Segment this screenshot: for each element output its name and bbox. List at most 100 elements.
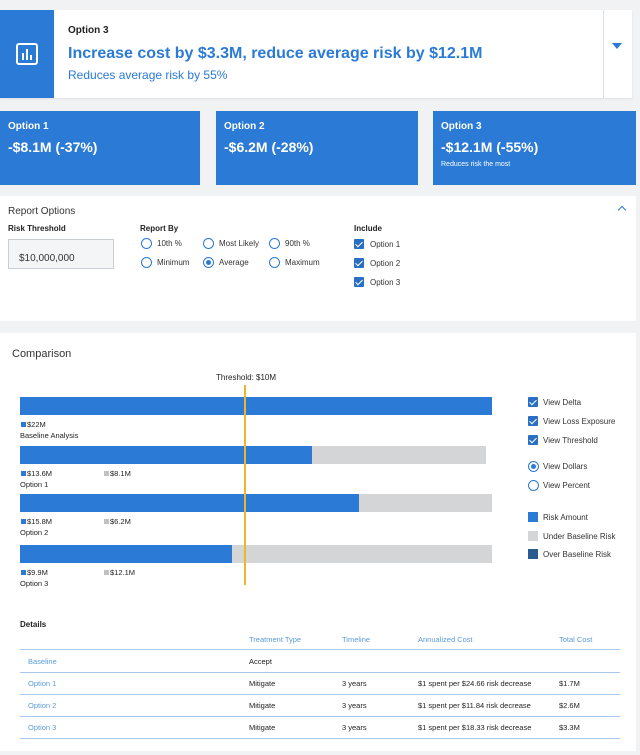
detail-cell: $1 spent per $24.66 risk decrease [418, 679, 532, 688]
option-card-label: Option 1 [8, 121, 49, 132]
checkbox-label: View Delta [543, 398, 582, 407]
legend-swatch-under [528, 531, 538, 541]
bar-name-label: Option 1 [20, 480, 49, 489]
chevron-up-icon[interactable] [617, 205, 627, 215]
detail-cell: Accept [249, 657, 272, 666]
header-description: Reduces average risk by 55% [68, 68, 228, 82]
under-swatch [104, 519, 109, 524]
legend-swatch-risk [528, 512, 538, 522]
radio-label: 10th % [157, 239, 182, 248]
detail-row-name[interactable]: Option 1 [28, 679, 57, 688]
bar-name-label: Baseline Analysis [20, 431, 79, 440]
checkbox-label: Option 2 [370, 259, 401, 268]
header-subtitle: Option 3 [68, 25, 109, 36]
detail-cell: 3 years [342, 723, 367, 732]
radio-label: View Percent [543, 481, 590, 490]
legend-label: Risk Amount [543, 513, 588, 522]
header-divider [603, 10, 604, 98]
col-header: Total Cost [559, 635, 593, 644]
detail-cell: $2.6M [559, 701, 580, 710]
comparison-panel: Comparison Threshold: $10M $22M Baseline … [0, 333, 636, 751]
risk-threshold-input[interactable] [8, 239, 114, 269]
checkbox-label: Option 3 [370, 278, 401, 287]
risk-value-label: $9.9M [27, 568, 48, 577]
radio-10th-percent[interactable] [141, 238, 152, 249]
risk-bar[interactable] [20, 545, 233, 563]
include-option-1-checkbox[interactable] [354, 239, 364, 249]
col-header: Treatment Type [249, 635, 302, 644]
under-value-label: $12.1M [110, 568, 136, 577]
view-percent-radio[interactable] [528, 480, 539, 491]
radio-label: 90th % [285, 239, 310, 248]
radio-label: View Dollars [543, 462, 588, 471]
risk-value-label: $13.6M [27, 469, 53, 478]
detail-row-name[interactable]: Option 2 [28, 701, 57, 710]
detail-cell: Mitigate [249, 723, 276, 732]
report-options-title: Report Options [8, 206, 76, 217]
threshold-line [244, 385, 246, 585]
radio-label: Minimum [157, 258, 190, 267]
option-card-2[interactable]: Option 2 -$6.2M (-28%) [216, 111, 418, 185]
caret-down-icon[interactable] [612, 43, 622, 49]
radio-maximum[interactable] [269, 257, 280, 268]
under-value-label: $6.2M [110, 517, 131, 526]
option-card-value: -$8.1M (-37%) [8, 139, 98, 155]
col-header: Annualized Cost [418, 635, 473, 644]
option-card-1[interactable]: Option 1 -$8.1M (-37%) [0, 111, 200, 185]
include-label: Include [354, 224, 383, 233]
risk-threshold-label: Risk Threshold [8, 224, 66, 233]
details-title: Details [20, 620, 47, 629]
under-value-label: $8.1M [110, 469, 131, 478]
option-card-label: Option 2 [224, 121, 265, 132]
radio-most-likely[interactable] [203, 238, 214, 249]
risk-bar[interactable] [20, 446, 312, 464]
detail-cell: 3 years [342, 701, 367, 710]
detail-cell: $1 spent per $11.84 risk decrease [418, 701, 531, 710]
include-option-3-checkbox[interactable] [354, 277, 364, 287]
risk-swatch [21, 471, 26, 476]
view-delta-checkbox[interactable] [528, 397, 538, 407]
bar-name-label: Option 2 [20, 528, 49, 537]
legend-label: Under Baseline Risk [543, 532, 616, 541]
selected-option-header[interactable]: Option 3 Increase cost by $3.3M, reduce … [0, 10, 632, 98]
risk-swatch [21, 519, 26, 524]
legend-label: Over Baseline Risk [543, 550, 612, 559]
include-option-2-checkbox[interactable] [354, 258, 364, 268]
comparison-title: Comparison [12, 348, 72, 360]
view-loss-exposure-checkbox[interactable] [528, 416, 538, 426]
row-divider [20, 716, 620, 717]
header-title: Increase cost by $3.3M, reduce average r… [68, 45, 483, 62]
option-card-note: Reduces risk the most [441, 161, 511, 168]
radio-90th-percent[interactable] [269, 238, 280, 249]
risk-swatch [21, 570, 26, 575]
option-card-label: Option 3 [441, 121, 482, 132]
risk-swatch [21, 422, 26, 427]
checkbox-label: View Threshold [543, 436, 598, 445]
row-divider [20, 672, 620, 673]
radio-label: Most Likely [219, 239, 260, 248]
report-by-label: Report By [140, 224, 179, 233]
risk-bar[interactable] [20, 397, 492, 415]
report-options-panel: Report Options Risk Threshold Report By … [0, 196, 636, 321]
legend-swatch-over [528, 549, 538, 559]
view-dollars-radio[interactable] [528, 461, 539, 472]
radio-label: Average [219, 258, 249, 267]
threshold-label: Threshold: $10M [216, 373, 277, 382]
row-divider [20, 694, 620, 695]
row-divider [20, 738, 620, 739]
radio-average[interactable] [203, 257, 214, 268]
risk-bar[interactable] [20, 494, 359, 512]
radio-minimum[interactable] [141, 257, 152, 268]
detail-row-name[interactable]: Option 3 [28, 723, 57, 732]
risk-value-label: $22M [27, 420, 46, 429]
detail-row-name[interactable]: Baseline [28, 657, 57, 666]
detail-cell: $1.7M [559, 679, 580, 688]
detail-cell: 3 years [342, 679, 367, 688]
checkbox-label: View Loss Exposure [543, 417, 616, 426]
col-header: Timeline [342, 635, 371, 644]
row-divider [20, 649, 620, 650]
detail-cell: $3.3M [559, 723, 580, 732]
bar-name-label: Option 3 [20, 579, 49, 588]
view-threshold-checkbox[interactable] [528, 435, 538, 445]
option-card-3[interactable]: Option 3 -$12.1M (-55%) Reduces risk the… [433, 111, 636, 185]
